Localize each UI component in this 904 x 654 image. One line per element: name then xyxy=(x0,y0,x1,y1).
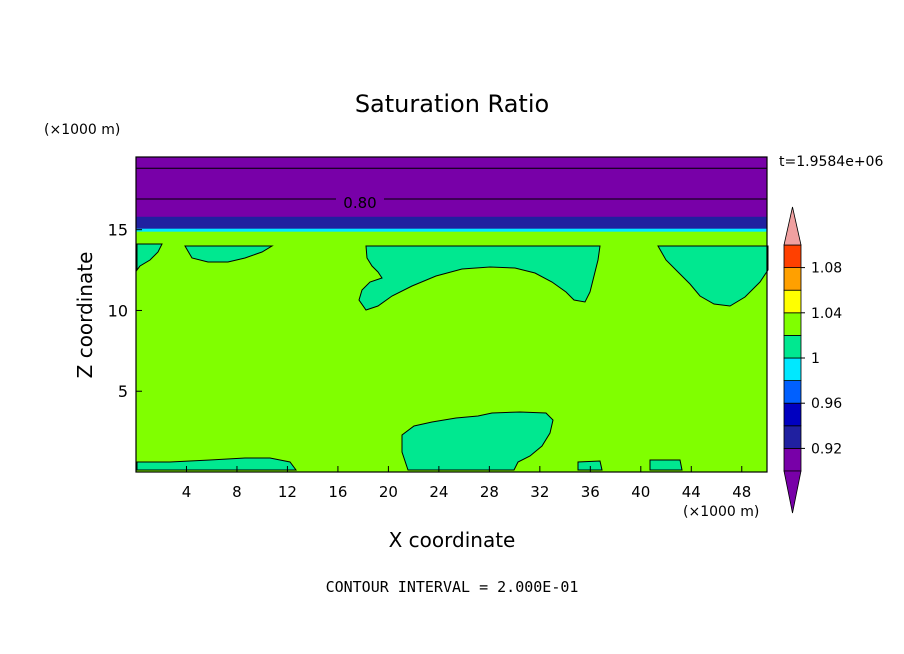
colorbar-bin xyxy=(783,357,802,382)
lower-right-strip-2 xyxy=(577,460,603,471)
lower-center-blob xyxy=(401,411,554,471)
x-tick-label: 28 xyxy=(480,483,499,501)
colorbar-label: 0.92 xyxy=(811,441,842,457)
x-tick-label: 8 xyxy=(232,483,242,501)
contour-label: 0.80 xyxy=(343,194,376,212)
lower-right-strip xyxy=(649,459,683,471)
colorbar-label: 0.96 xyxy=(811,396,842,412)
x-axis: 4 8 12 16 20 24 28 32 36 40 44 48 xyxy=(182,466,751,501)
x-tick-label: 32 xyxy=(530,483,549,501)
colorbar-bin xyxy=(783,312,802,336)
plot-area: 0.80 xyxy=(135,156,769,473)
colorbar-over-arrow xyxy=(783,206,802,246)
colorbar-label: 1 xyxy=(811,351,820,367)
upper-left-patch xyxy=(136,243,163,272)
y-tick-label: 5 xyxy=(118,382,128,401)
contour-label-bg xyxy=(336,192,384,212)
y-tick-label: 10 xyxy=(108,301,128,320)
x-axis-label: X coordinate xyxy=(389,528,516,552)
colorbar-bin xyxy=(783,267,802,291)
upper-right-patch xyxy=(657,245,769,307)
chart-title: Saturation Ratio xyxy=(355,90,549,118)
y-tick-label: 15 xyxy=(108,221,128,240)
colorbar-bin xyxy=(783,334,802,359)
x-tick-label: 36 xyxy=(581,483,600,501)
time-label: t=1.9584e+06 xyxy=(779,154,883,170)
lower-left-strip xyxy=(136,457,297,471)
colorbar-bin xyxy=(783,289,802,314)
upper-left-patch-2 xyxy=(184,245,274,263)
y-unit-label: (×1000 m) xyxy=(44,122,120,138)
colorbar-label: 1.08 xyxy=(811,261,842,277)
x-tick-label: 4 xyxy=(182,483,192,501)
colorbar-bin xyxy=(783,244,802,269)
level-band xyxy=(136,228,767,232)
colorbar-under-arrow xyxy=(783,470,802,514)
upper-center-plume xyxy=(358,245,601,311)
x-tick-label: 16 xyxy=(328,483,347,501)
x-tick-label: 24 xyxy=(429,483,448,501)
y-axis: 5 10 15 xyxy=(108,221,142,401)
x-tick-label: 44 xyxy=(682,483,701,501)
x-tick-label: 40 xyxy=(631,483,650,501)
colorbar-label: 1.04 xyxy=(811,306,842,322)
plot-frame xyxy=(135,156,768,473)
colorbar-bin xyxy=(783,402,802,427)
level-band xyxy=(136,216,767,230)
contour-lines xyxy=(136,167,767,200)
colorbar-bin xyxy=(783,425,802,449)
contour-regions xyxy=(136,243,769,471)
x-tick-label: 12 xyxy=(278,483,297,501)
colorbar-bin xyxy=(783,447,802,472)
colorbar: 0.92 0.96 1 1.04 1.08 xyxy=(783,206,842,514)
x-tick-label: 20 xyxy=(379,483,398,501)
x-unit-label: (×1000 m) xyxy=(683,504,759,520)
y-axis-label: Z coordinate xyxy=(73,252,97,379)
colorbar-bin xyxy=(783,380,802,404)
footer-contour-interval: CONTOUR INTERVAL = 2.000E-01 xyxy=(326,578,579,596)
x-tick-label: 48 xyxy=(732,483,751,501)
